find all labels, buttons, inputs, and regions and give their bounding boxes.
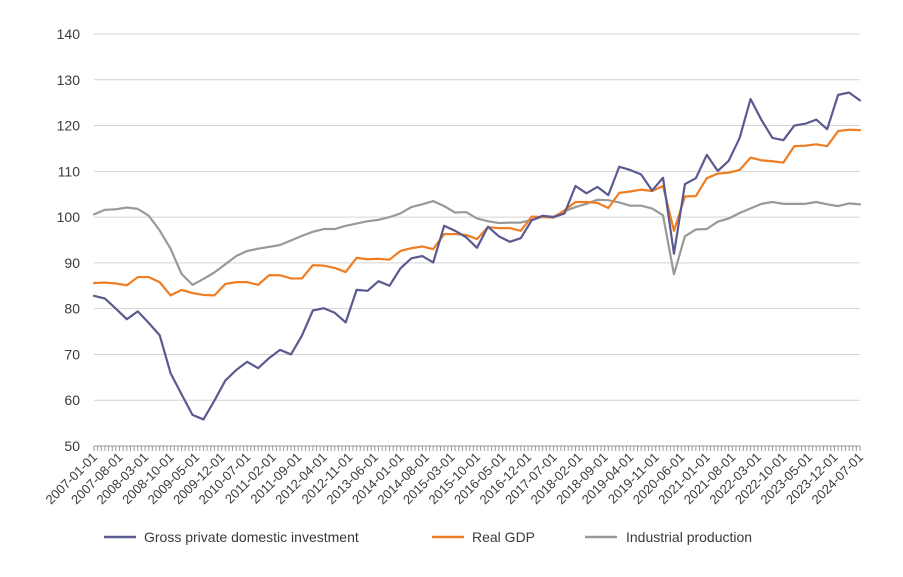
legend-label-investment: Gross private domestic investment xyxy=(144,529,359,545)
legend-item-investment: Gross private domestic investment xyxy=(104,529,359,545)
y-axis: 50 60 70 80 90 100 110 120 130 140 xyxy=(57,26,81,454)
y-tick-label: 60 xyxy=(64,392,80,408)
y-tick-label: 50 xyxy=(64,438,80,454)
y-tick-label: 110 xyxy=(58,163,81,179)
legend-label-industrial: Industrial production xyxy=(626,529,752,545)
y-tick-label: 80 xyxy=(64,301,80,317)
y-tick-label: 90 xyxy=(64,255,80,271)
series-line-industrial-production xyxy=(92,198,862,286)
series-lines xyxy=(92,91,862,421)
x-axis: 2007-01-012007-08-012008-03-012008-10-01… xyxy=(42,445,866,507)
legend-item-gdp: Real GDP xyxy=(432,529,535,545)
y-tick-label: 100 xyxy=(57,209,81,225)
legend-label-gdp: Real GDP xyxy=(472,529,535,545)
legend: Gross private domestic investment Real G… xyxy=(104,529,752,545)
y-tick-label: 140 xyxy=(57,26,81,42)
series-line-gross-private-domestic-investment xyxy=(92,91,862,421)
y-tick-label: 120 xyxy=(57,118,81,134)
y-tick-label: 70 xyxy=(64,346,80,362)
gridlines xyxy=(94,33,860,401)
legend-item-industrial: Industrial production xyxy=(585,529,752,545)
y-tick-label: 130 xyxy=(57,72,81,88)
series-line-real-gdp xyxy=(92,128,862,297)
